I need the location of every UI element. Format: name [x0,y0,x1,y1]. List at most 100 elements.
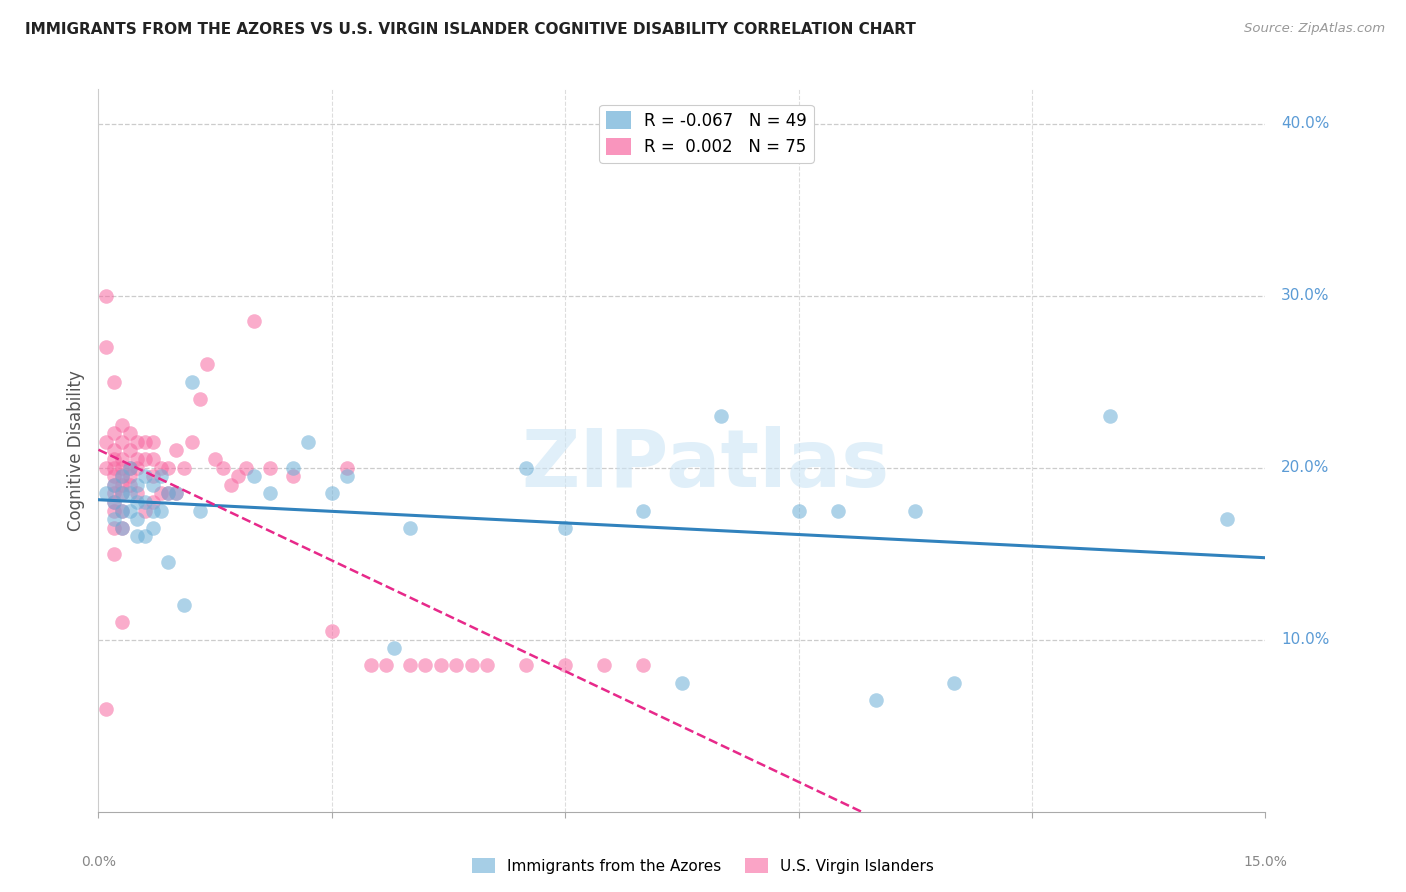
Point [103,547,125,561]
Point [1098,409,1121,423]
Point [204,452,226,467]
Point [157,460,180,475]
Point [142,478,165,492]
Point [111,469,134,483]
Point [188,392,211,406]
Point [127,434,149,449]
Text: Source: ZipAtlas.com: Source: ZipAtlas.com [1244,22,1385,36]
Point [157,555,180,569]
Point [446,658,468,673]
Point [142,495,165,509]
Point [157,486,180,500]
Point [127,486,149,500]
Point [259,460,281,475]
Point [413,658,436,673]
Point [111,486,134,500]
Point [1215,512,1237,526]
Point [398,521,420,535]
Point [173,460,195,475]
Point [281,469,304,483]
Point [149,460,172,475]
Point [554,658,576,673]
Point [787,503,810,517]
Point [111,469,134,483]
Point [149,486,172,500]
Point [360,658,382,673]
Point [96,486,118,500]
Point [865,693,887,707]
Point [461,658,484,673]
Point [631,658,654,673]
Point [195,358,218,372]
Point [134,434,156,449]
Point [127,460,149,475]
Legend: Immigrants from the Azores, U.S. Virgin Islanders: Immigrants from the Azores, U.S. Virgin … [467,852,939,880]
Point [142,503,165,517]
Point [111,478,134,492]
Point [671,675,693,690]
Point [103,521,125,535]
Point [118,443,141,458]
Point [118,460,141,475]
Point [96,434,118,449]
Point [398,658,420,673]
Text: 40.0%: 40.0% [1281,116,1329,131]
Point [297,434,319,449]
Y-axis label: Cognitive Disability: Cognitive Disability [66,370,84,531]
Point [142,469,165,483]
Point [127,512,149,526]
Point [103,478,125,492]
Point [827,503,849,517]
Point [375,658,398,673]
Point [631,503,654,517]
Point [127,495,149,509]
Point [111,486,134,500]
Point [173,599,195,613]
Point [111,521,134,535]
Point [142,521,165,535]
Point [103,512,125,526]
Text: 30.0%: 30.0% [1281,288,1330,303]
Point [243,469,266,483]
Point [429,658,451,673]
Point [157,486,180,500]
Point [103,460,125,475]
Point [96,701,118,715]
Point [96,340,118,354]
Text: 20.0%: 20.0% [1281,460,1329,475]
Point [103,426,125,441]
Point [281,460,304,475]
Point [142,452,165,467]
Point [111,460,134,475]
Point [111,434,134,449]
Point [103,452,125,467]
Point [118,486,141,500]
Point [235,460,257,475]
Point [180,375,202,389]
Point [118,469,141,483]
Point [219,478,242,492]
Point [165,443,187,458]
Point [111,521,134,535]
Text: IMMIGRANTS FROM THE AZORES VS U.S. VIRGIN ISLANDER COGNITIVE DISABILITY CORRELAT: IMMIGRANTS FROM THE AZORES VS U.S. VIRGI… [25,22,917,37]
Point [111,503,134,517]
Text: 0.0%: 0.0% [82,855,115,869]
Point [103,469,125,483]
Point [904,503,927,517]
Point [134,495,156,509]
Point [118,478,141,492]
Point [142,434,165,449]
Point [228,469,250,483]
Point [165,486,187,500]
Point [943,675,966,690]
Point [515,460,537,475]
Point [103,503,125,517]
Point [134,503,156,517]
Point [212,460,235,475]
Point [382,641,405,656]
Point [180,434,202,449]
Point [127,529,149,543]
Point [515,658,537,673]
Point [111,503,134,517]
Point [593,658,616,673]
